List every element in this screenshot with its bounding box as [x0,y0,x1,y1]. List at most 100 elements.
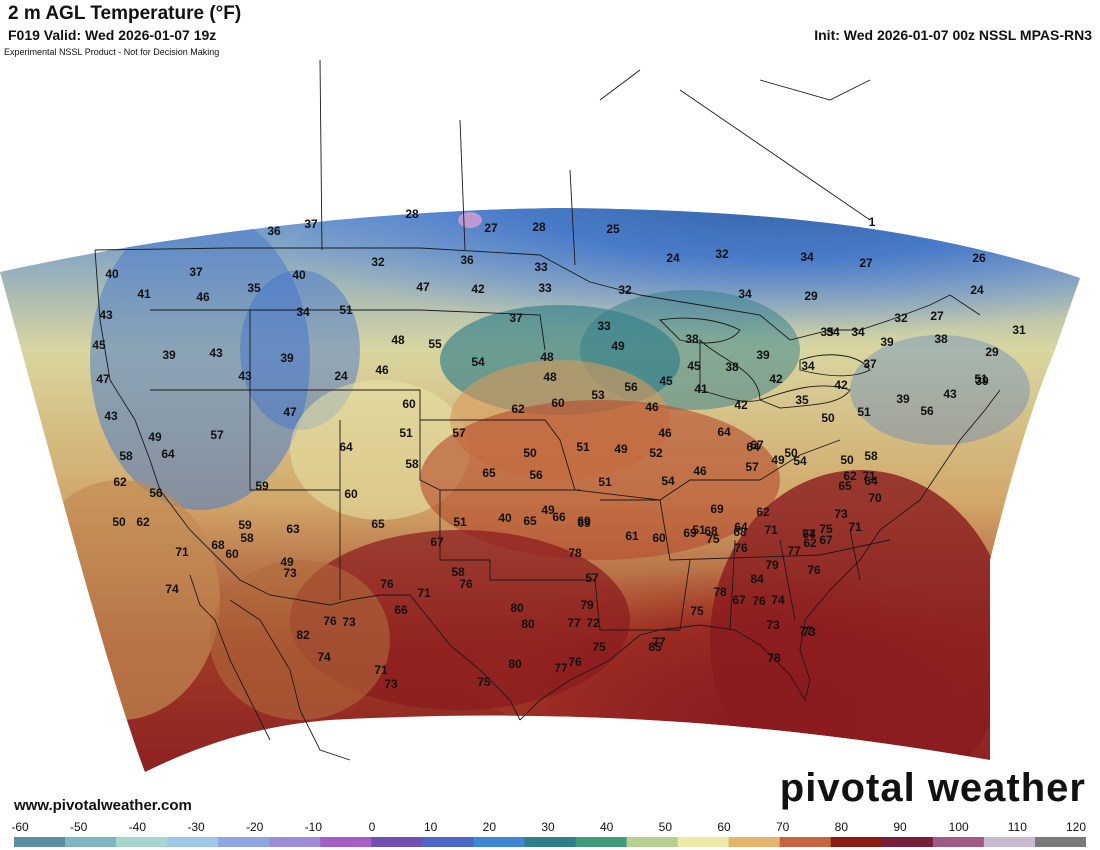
temperature-label: 35 [820,325,834,339]
temperature-label: 72 [586,616,600,630]
temperature-label: 51 [857,405,871,419]
temperature-label: 39 [756,348,770,362]
scale-tick-label: -20 [245,820,264,834]
temperature-label: 77 [652,635,666,649]
color-bar-segment [371,837,423,847]
temperature-label: 40 [498,511,512,525]
temperature-label: 65 [838,479,852,493]
temperature-label: 29 [985,345,999,359]
color-bar-segment [575,837,628,847]
temperature-label: 75 [819,522,833,536]
temperature-label: 37 [509,311,523,325]
temperature-label: 35 [795,393,809,407]
temperature-label: 49 [614,442,628,456]
temperature-label: 62 [803,536,817,550]
color-bar-segment [116,837,168,847]
temperature-label: 43 [943,387,957,401]
temperature-label: 57 [210,428,224,442]
color-bar-segment [14,837,66,847]
temperature-label: 48 [540,350,554,364]
temperature-label: 80 [510,601,524,615]
temperature-label: 65 [523,514,537,528]
temperature-label: 56 [149,486,163,500]
temperature-label: 64 [161,447,175,461]
temperature-label: 28 [532,220,546,234]
temperature-label: 36 [460,253,474,267]
temperature-label: 73 [342,615,356,629]
temperature-label: 74 [802,527,816,541]
temperature-label: 47 [416,280,430,294]
map-header: 2 m AGL Temperature (°F) F019 Valid: Wed… [0,0,1100,60]
scale-tick-label: 20 [482,820,497,834]
scale-tick-label: 90 [893,820,907,834]
color-bar [14,837,1086,847]
temperature-label: 71 [417,586,431,600]
temperature-label: 51 [576,440,590,454]
color-bar-segment [728,837,781,847]
temperature-label: 39 [975,374,989,388]
temperature-label: 58 [119,449,133,463]
scale-tick-label: -40 [128,820,146,834]
temperature-label: 50 [784,446,798,460]
temperature-label: 34 [738,287,752,301]
temperature-label: 76 [380,577,394,591]
temperature-label: 74 [165,582,179,596]
temperature-label: 48 [543,370,557,384]
website-url[interactable]: www.pivotalweather.com [14,797,192,814]
temperature-label: 28 [405,207,419,221]
temperature-label: 34 [851,325,865,339]
temperature-label: 73 [834,507,848,521]
temperature-label: 57 [585,571,599,585]
temperature-label: 62 [136,515,150,529]
temperature-label: 34 [800,250,814,264]
temperature-label: 58 [864,449,878,463]
color-bar-segment [626,837,679,847]
temperature-label: 32 [618,283,632,297]
color-bar-segment [473,837,525,847]
temperature-label: 49 [148,430,162,444]
color-bar-segment [524,837,577,847]
temperature-label: 46 [645,400,659,414]
temperature-label: 33 [597,319,611,333]
temperature-label: 24 [970,283,984,297]
temperature-map[interactable]: 28 36 37 27 28 25 1 40 37 35 40 32 36 33 24 32 34 27 26 41 4… [0,60,1100,820]
temperature-label: 80 [508,657,522,671]
temperature-label: 43 [104,409,118,423]
temperature-label: 68 [211,538,225,552]
temperature-label: 71 [374,663,388,677]
temperature-label: 50 [840,453,854,467]
temperature-label: 29 [804,289,818,303]
temperature-label: 77 [567,616,581,630]
temperature-label: 74 [771,593,785,607]
temperature-label: 39 [896,392,910,406]
temperature-label: 78 [767,651,781,665]
temperature-label: 51 [974,372,988,386]
temperature-label: 76 [807,563,821,577]
temperature-label: 43 [99,308,113,322]
temperature-label: 67 [732,593,746,607]
temperature-label: 37 [863,357,877,371]
temperature-label: 64 [734,520,748,534]
temperature-label: 27 [484,221,498,235]
temperature-label: 75 [690,604,704,618]
temperature-label: 49 [771,453,785,467]
temperature-label: 26 [972,251,986,265]
temperature-label: 77 [787,544,801,558]
color-bar-segment [422,837,474,847]
scale-tick-label: 10 [423,820,438,834]
temperature-label: 50 [821,411,835,425]
temperature-label: 68 [733,525,747,539]
temperature-label: 24 [334,369,348,383]
temperature-label: 48 [391,333,405,347]
temperature-label: 43 [209,346,223,360]
temperature-labels: 28 36 37 27 28 25 1 40 37 35 40 32 36 33 24 32 34 27 26 41 4… [92,207,1026,691]
temperature-label: 38 [934,332,948,346]
temperature-label: 39 [880,335,894,349]
temperature-label: 55 [428,337,442,351]
temperature-label: 54 [471,355,485,369]
temperature-scale: -60 -50 -40 -30 -20 -10 0 10 20 30 40 50 60 70 80 90 100… [0,818,1100,850]
scale-tick-label: 100 [948,820,969,834]
temperature-label: 58 [405,457,419,471]
temperature-label: 82 [296,628,310,642]
brand-logo: pivotal weather [779,766,1086,810]
